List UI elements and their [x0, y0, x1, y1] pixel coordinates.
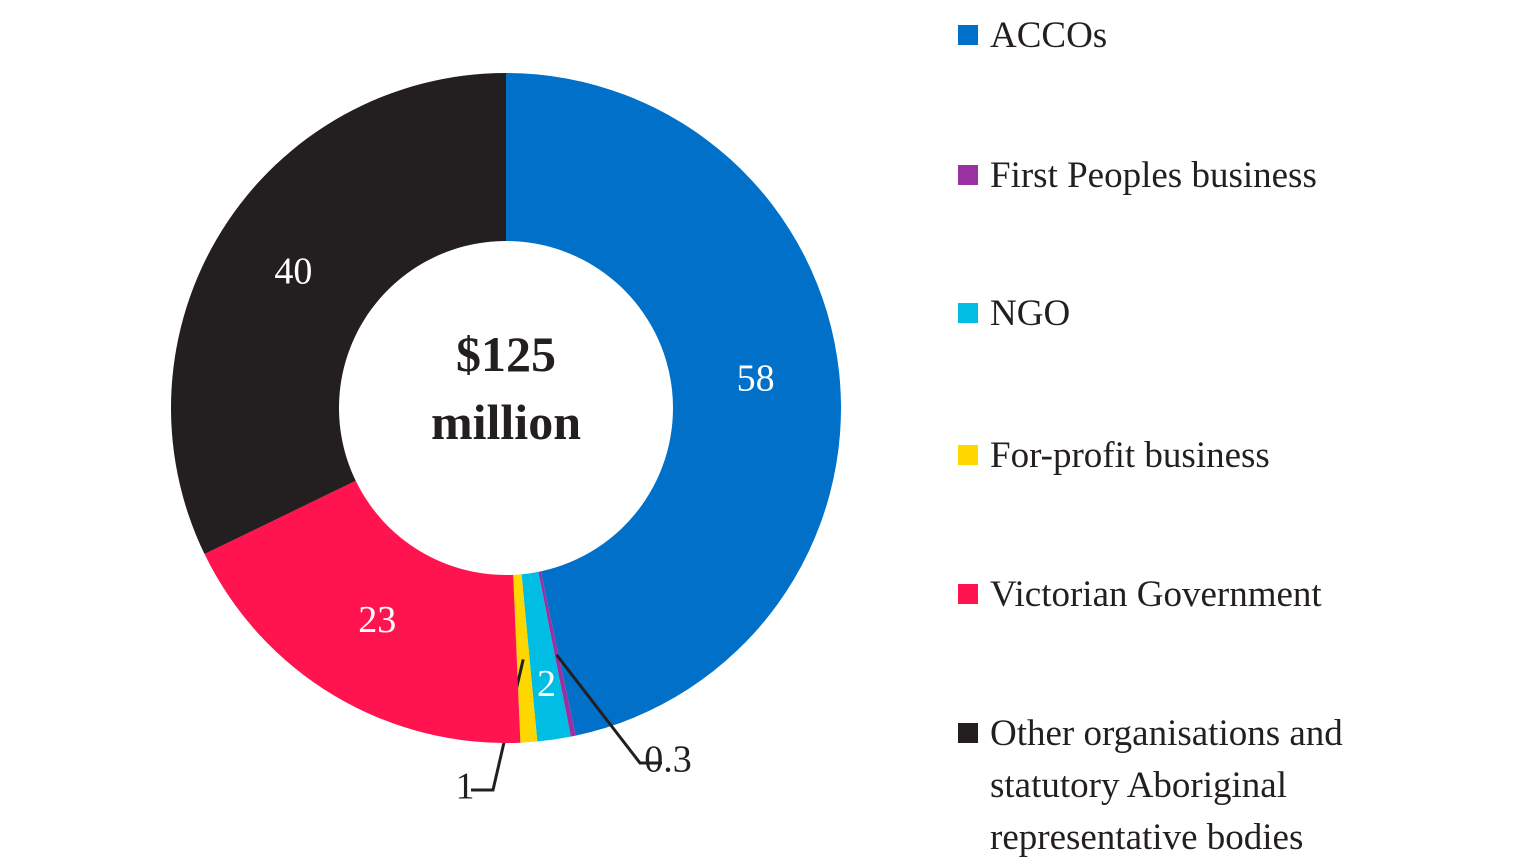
- legend-label: Other organisations and statutory Aborig…: [990, 713, 1343, 858]
- data-label: 40: [274, 250, 312, 292]
- center-label: $125 million: [430, 326, 582, 450]
- data-label: 0.3: [644, 739, 692, 781]
- data-label: 1: [456, 766, 475, 808]
- legend-label: Victorian Government: [990, 574, 1322, 615]
- legend-label: NGO: [990, 293, 1071, 334]
- legend-item: Other organisations and statutory Aborig…: [956, 708, 1426, 864]
- legend-swatch: [958, 445, 978, 465]
- legend-swatch: [958, 165, 978, 185]
- leader-line: [555, 653, 662, 765]
- legend-label: First Peoples business: [990, 155, 1317, 196]
- donut-slice: [170, 73, 507, 555]
- legend-swatch: [958, 25, 978, 45]
- donut-slice: [506, 73, 842, 736]
- donut-slice: [204, 480, 521, 743]
- legend-swatch: [958, 303, 978, 323]
- legend-item: NGO: [956, 288, 1426, 340]
- legend-item: ACCOs: [956, 10, 1426, 62]
- donut-slice: [538, 571, 576, 737]
- legend-swatch: [958, 723, 978, 743]
- legend-swatch: [958, 584, 978, 604]
- donut-slice: [513, 574, 538, 743]
- legend-item: First Peoples business: [956, 150, 1426, 202]
- legend-label: For-profit business: [990, 435, 1270, 476]
- data-label: 58: [737, 357, 775, 399]
- data-label: 23: [358, 599, 396, 641]
- data-label: 2: [537, 663, 556, 705]
- donut-slice: [521, 571, 571, 742]
- legend-label: ACCOs: [990, 15, 1108, 56]
- legend-item: Victorian Government: [956, 569, 1426, 621]
- legend-item: For-profit business: [956, 430, 1426, 482]
